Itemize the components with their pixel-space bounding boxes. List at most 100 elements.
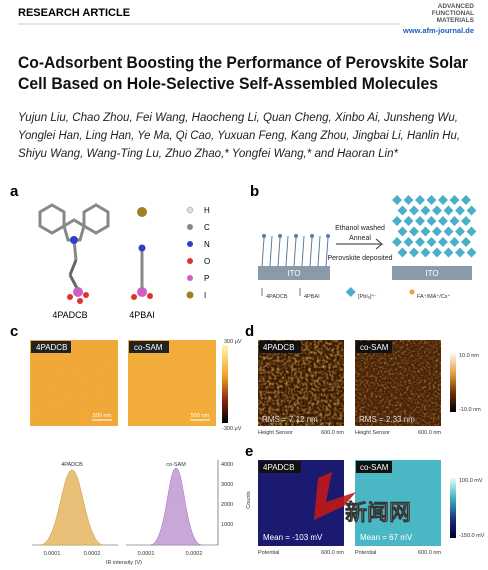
ito-label: ITO [287,269,300,278]
channel-label: Height Sensor [355,430,390,436]
colorbar [450,478,456,538]
octahedron [403,216,414,226]
axis-label: Counts [246,491,252,509]
ito-layer [258,266,330,280]
histogram [32,460,219,546]
octahedron [449,195,460,205]
mean-label: Mean = 67 mV [360,533,413,542]
rms-label: RMS = 2.33 nm [359,415,415,424]
watermark: 新闻网 [345,500,411,526]
panel-label: e [245,443,253,460]
molecule-label: 4PBAI [129,310,155,320]
hist-label: 4PADCB [61,462,83,468]
atom-n [70,236,78,244]
colorbar-label: 300 μV [224,339,242,345]
octahedron [466,247,477,258]
colorbar-label: -150.0 mV [459,533,485,539]
afm-ir-image [128,340,216,426]
colorbar-label: -10.0 nm [459,407,481,413]
process-step: Perovskite deposited [328,255,393,262]
mean-label: Mean = -103 mV [263,533,323,542]
rms-label: RMS = 7.12 nm [262,415,318,424]
octahedron [397,226,408,237]
channel-label: Potential [355,550,376,556]
scale-label: 600.0 nm [321,550,344,556]
octahedron [403,237,414,247]
watermark-logo [314,472,356,520]
octahedron [443,226,454,237]
octahedron [466,205,477,216]
octahedron [403,195,414,205]
x-tick-label: 0.0001 [138,551,155,557]
octahedron [426,237,437,247]
image-label: 4PADCB [36,343,67,352]
x-axis-label: IR intensity (V) [106,560,142,566]
y-tick-label: 4000 [221,462,233,468]
octahedron [415,216,425,226]
panel-label: c [10,323,18,340]
octahedron [449,237,460,247]
legend-entry: 4PADCB [266,294,288,300]
octahedron [415,237,425,247]
scheme-legend [261,287,415,297]
image-label: co-SAM [360,463,389,472]
ito-layer [392,266,472,280]
octahedron [461,237,471,247]
y-tick-label: 1000 [221,522,233,528]
octahedron [420,205,431,216]
hist-label: co-SAM [166,462,186,468]
colorbar-label: 10.0 nm [459,353,479,359]
molecule-label: 4PADCB [52,310,87,320]
legend-entry: FA⁺/MA⁺/Cs⁺ [417,293,451,300]
y-tick-label: 3000 [221,482,233,488]
scale-label: 600.0 nm [418,430,441,436]
octahedron [409,205,419,216]
perovskite-lattice [392,195,477,258]
author-line: Yujun Liu, Chao Zhou, Fei Wang, Haocheng… [18,112,458,124]
octahedron [461,195,471,205]
panel-label: b [250,183,259,200]
process-arrow [336,238,384,250]
octahedron [432,247,442,258]
element-label: N [204,240,210,249]
octahedron [426,216,437,226]
image-label: 4PADCB [263,343,294,352]
journal-url: www.afm-journal.de [402,26,474,35]
atom-i [137,207,147,217]
octahedron [420,226,431,237]
colorbar-label: 100.0 mV [459,478,483,484]
image-label: 4PADCB [263,463,294,472]
octahedron [392,216,402,226]
octahedron [420,247,431,258]
octahedron [443,205,454,216]
author-line: Shiyu Wang, Wang-Ting Lu, Zhuo Zhao,* Yo… [18,148,399,160]
legend-entry: [PbI₆]⁴⁻ [358,293,377,300]
octahedron [432,226,442,237]
octahedron [415,195,425,205]
process-step: Ethanol washed [335,225,385,232]
octahedron [455,247,465,258]
octahedron [438,237,448,247]
journal-logo: ADVANCED [438,3,475,10]
octahedron [432,205,442,216]
octahedron [455,205,465,216]
octahedron [392,237,402,247]
octahedron [466,226,477,237]
molecule-4padcb [38,203,110,291]
octahedron [461,216,471,226]
octahedron [409,226,419,237]
channel-label: Height Sensor [258,430,293,436]
octahedron [397,205,408,216]
octahedron [397,247,408,258]
octahedron [438,195,448,205]
y-tick-label: 2000 [221,502,233,508]
scale-label: 600.0 nm [321,430,344,436]
scale-label: 600.0 nm [418,550,441,556]
x-tick-label: 0.0002 [186,551,203,557]
octahedron [443,247,454,258]
octahedron [455,226,465,237]
kpfm-image [355,460,441,546]
process-step: Anneal [349,235,371,242]
title-line: Cell Based on Hole-Selective Self-Assemb… [18,75,438,93]
